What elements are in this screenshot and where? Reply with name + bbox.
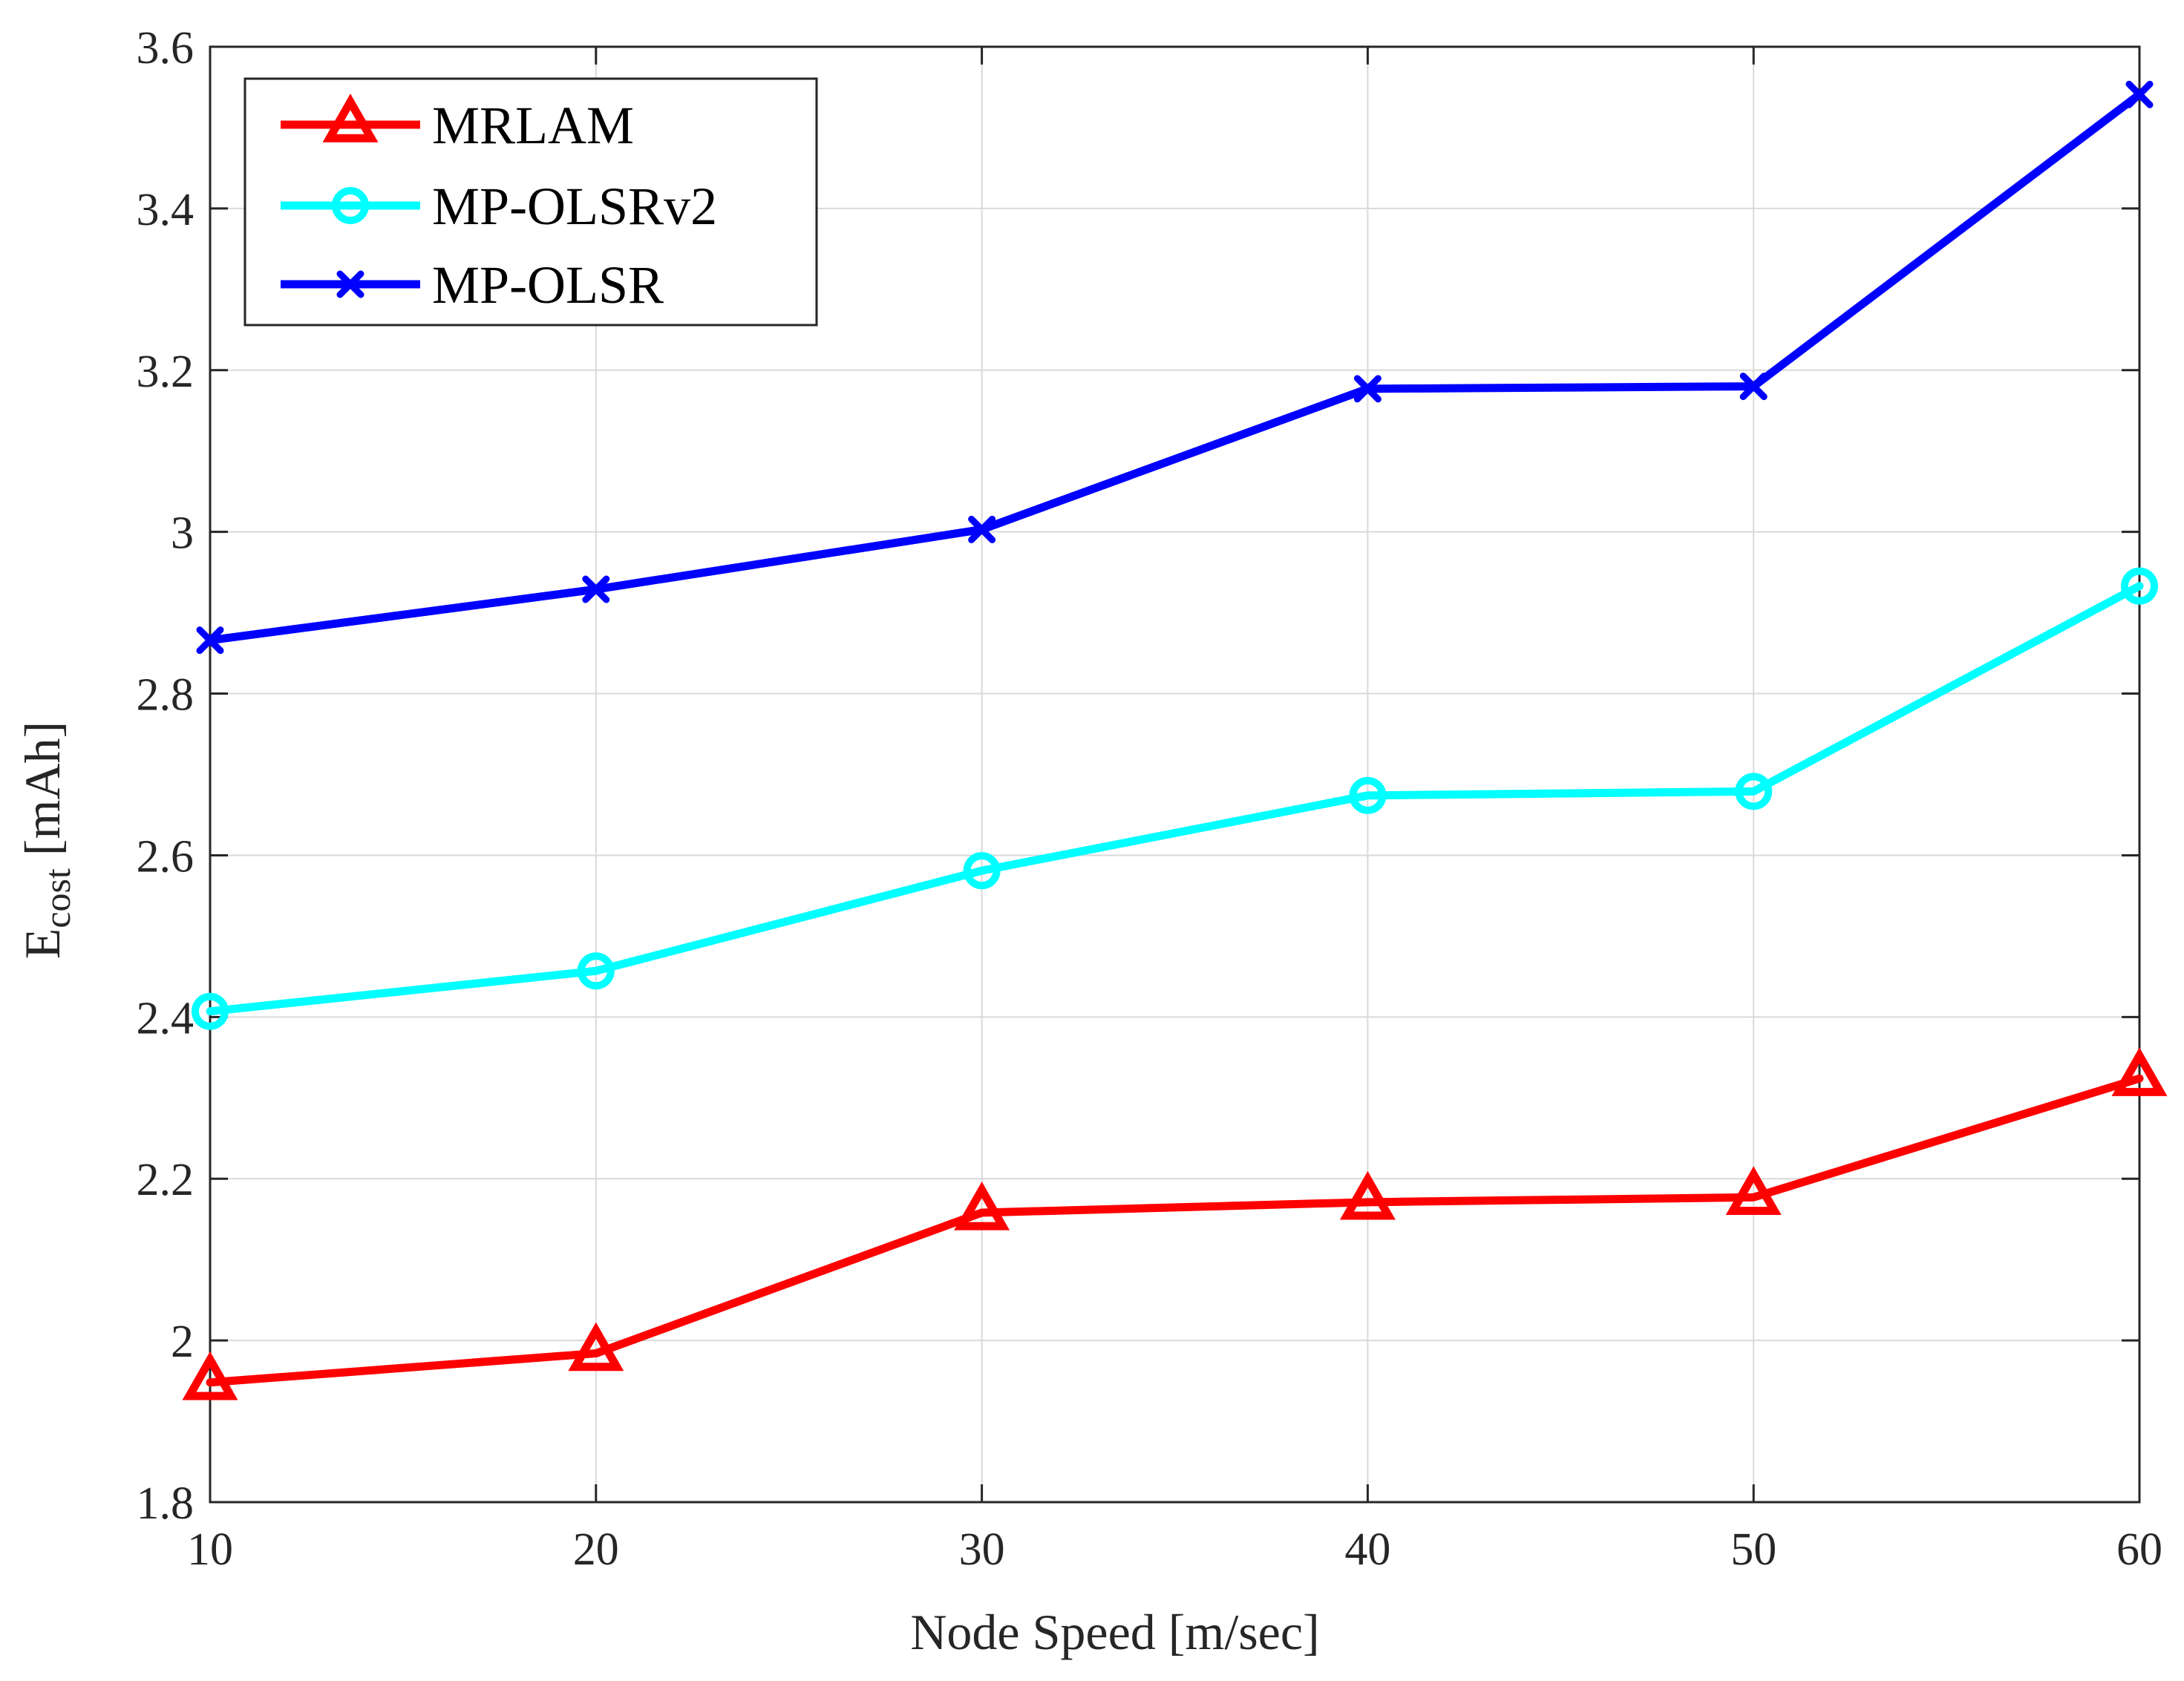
data-point-mrlam-2 (954, 1182, 1010, 1231)
data-point-mp-olsrv2-3 (1349, 776, 1387, 814)
grid (209, 46, 2140, 1503)
legend-swatch-marker-mp-olsr (336, 270, 364, 298)
series-line-mp-olsrv2 (206, 582, 2144, 1016)
series-mp-olsr (196, 80, 2154, 655)
x-axis-title: Node Speed [m/sec] (910, 1604, 1319, 1660)
x-tick-label-4: 50 (1730, 1524, 1776, 1575)
y-axis-title-unit: [mAh] (14, 721, 71, 868)
legend-entry-mp-olsr: MP-OLSR (281, 255, 664, 315)
y-tick-label-9: 3.6 (137, 23, 194, 73)
y-tick-label-0: 1.8 (137, 1478, 194, 1529)
y-tick-label-3: 2.4 (137, 993, 194, 1043)
data-point-mp-olsr-3 (1353, 375, 1382, 403)
legend-entry-mp-olsrv2: MP-OLSRv2 (281, 177, 717, 236)
data-point-mp-olsrv2-1 (577, 952, 615, 990)
series-line-mrlam (206, 1074, 2144, 1387)
data-point-mp-olsr-2 (968, 515, 996, 543)
data-point-mrlam-5 (2111, 1047, 2168, 1096)
x-tick-label-2: 30 (959, 1524, 1005, 1575)
data-point-mp-olsrv2-2 (963, 852, 1001, 890)
y-tick-label-5: 2.8 (137, 670, 194, 721)
series-line-mp-olsr (206, 90, 2144, 645)
legend-label-mp-olsrv2: MP-OLSRv2 (432, 177, 717, 236)
y-tick-label-6: 3 (171, 508, 194, 559)
series-mp-olsrv2 (192, 567, 2158, 1030)
axes: 10 20 30 40 50 60 1.8 2 2.2 2.4 2.6 2.8 3 3.2 3.4 3.6 (137, 23, 2163, 1575)
y-tick-label-8: 3.4 (137, 185, 194, 235)
data-point-mp-olsr-1 (582, 575, 610, 603)
data-point-mp-olsr-4 (1739, 373, 1768, 401)
data-point-mrlam-1 (568, 1322, 624, 1372)
data-point-mp-olsr-0 (196, 626, 224, 655)
data-point-mrlam-4 (1725, 1166, 1782, 1215)
data-point-mp-olsr-5 (2125, 80, 2154, 108)
y-axis-title-main: E (14, 928, 71, 960)
data-point-mp-olsrv2-0 (192, 992, 229, 1030)
y-tick-label-7: 3.2 (137, 347, 194, 397)
series-mrlam (182, 1047, 2168, 1400)
legend-label-mp-olsr: MP-OLSR (432, 255, 664, 315)
legend-swatch-marker-mp-olsrv2 (332, 187, 369, 224)
y-tick-label-2: 2.2 (137, 1155, 194, 1205)
y-tick-label-1: 2 (171, 1317, 194, 1367)
legend-entries: MRLAM MP-OLSRv2 MP-OLSR (281, 94, 717, 315)
series-layer (182, 80, 2168, 1400)
data-point-mp-olsrv2-5 (2121, 567, 2158, 605)
legend: MRLAM MP-OLSRv2 MP-OLSR (243, 77, 818, 327)
x-tick-label-0: 10 (187, 1524, 233, 1575)
data-point-mrlam-0 (182, 1351, 238, 1400)
y-tick-label-4: 2.6 (137, 831, 194, 882)
x-tick-label-5: 60 (2116, 1524, 2162, 1575)
legend-swatch-marker-mrlam (322, 94, 379, 142)
plot-area-frame (209, 45, 2141, 1504)
y-axis-title-subscript: cost (36, 868, 78, 928)
legend-label-mrlam: MRLAM (432, 96, 634, 155)
data-point-mrlam-3 (1339, 1170, 1396, 1220)
x-tick-label-1: 20 (573, 1524, 619, 1575)
legend-entry-mrlam: MRLAM (281, 94, 634, 155)
data-point-mp-olsrv2-4 (1735, 773, 1773, 810)
y-axis-title: Ecost [mAh] (14, 721, 78, 959)
x-tick-label-3: 40 (1344, 1524, 1390, 1575)
